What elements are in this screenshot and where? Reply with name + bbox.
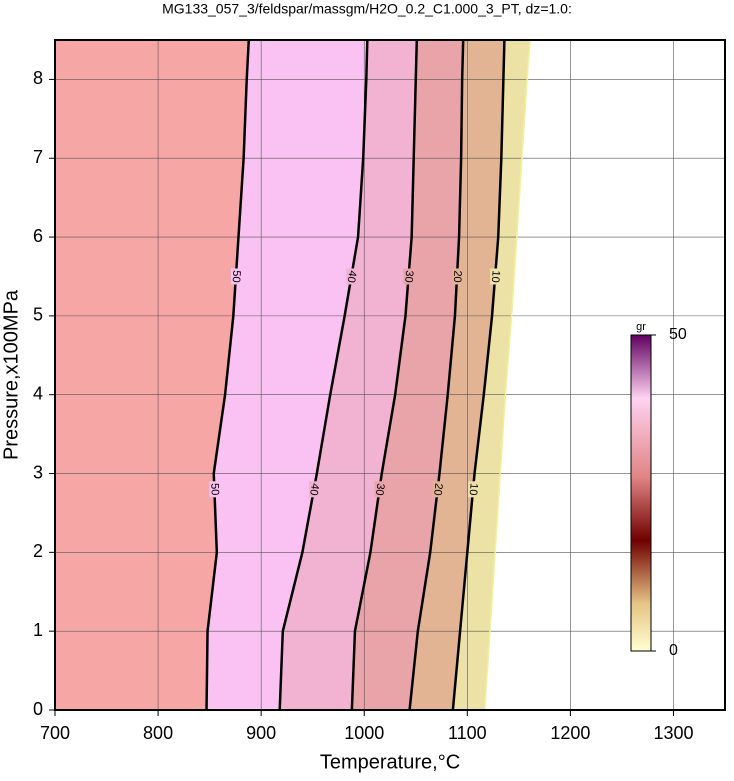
fills [55, 40, 531, 710]
y-tick-label: 0 [33, 699, 43, 719]
contour-label: 10 [467, 483, 480, 496]
x-tick-label: 1300 [653, 723, 693, 743]
colorbar [630, 334, 652, 652]
y-tick-label: 2 [33, 541, 43, 561]
x-tick-label: 800 [143, 723, 173, 743]
band-fill [452, 40, 531, 710]
region-fill [55, 40, 249, 710]
x-tick-label: 900 [246, 723, 276, 743]
contour-label-bg [403, 268, 414, 285]
contour-label: 20 [451, 270, 464, 283]
contour-label-bg [374, 481, 385, 498]
plot-frame [54, 39, 726, 711]
y-tick-label: 1 [33, 620, 43, 640]
contour-line [451, 40, 506, 710]
y-tick-label: 7 [33, 147, 43, 167]
contour-label: 50 [208, 483, 220, 496]
contour-label: 20 [431, 483, 444, 497]
contour-line [484, 40, 531, 710]
contour-label-bg [209, 481, 220, 498]
x-tick-label: 1100 [448, 723, 487, 743]
y-tick-label: 8 [33, 68, 43, 88]
contour-label-bg [432, 481, 443, 498]
y-tick-label: 5 [33, 305, 43, 325]
contour-label-bg [230, 268, 241, 285]
contour-label: 10 [489, 270, 502, 283]
contour-label-bg [452, 268, 462, 285]
contour-label-bg [468, 481, 479, 498]
chart-title: MG133_057_3/feldspar/massgm/H2O_0.2_C1.0… [162, 1, 572, 17]
contour-line [350, 40, 419, 710]
colorbar-tick-label: 0 [669, 642, 678, 659]
band-fill [279, 40, 417, 710]
contour-label-bg [490, 268, 501, 285]
x-tick-label: 700 [40, 723, 70, 743]
contour-label: 40 [307, 482, 321, 496]
contours: 50 50 40 40 30 30 20 20 10 10 [205, 40, 531, 710]
contour-label-bg [308, 481, 319, 498]
contour-line [278, 40, 369, 710]
band-fill [206, 40, 368, 710]
colorbar-title: gr [636, 321, 646, 333]
y-tick-label: 4 [33, 383, 43, 403]
contour-label-bg [346, 268, 357, 285]
x-tick-label: 1000 [344, 723, 384, 743]
y-tick-label: 3 [33, 462, 43, 482]
contour-line [205, 40, 251, 710]
contour-line [408, 40, 465, 710]
contour-label: 30 [373, 482, 387, 496]
band-fill [409, 40, 505, 710]
y-axis-title: Pressure,x100MPa [0, 289, 22, 460]
colorbar-tick-label: 50 [669, 326, 687, 343]
x-axis-title: Temperature,°C [320, 751, 460, 773]
y-tick-label: 6 [33, 226, 43, 246]
contour-label: 30 [402, 270, 415, 283]
band-fill [351, 40, 464, 710]
contour-label: 40 [344, 269, 358, 283]
contour-label: 50 [230, 270, 243, 283]
x-tick-label: 1200 [550, 723, 590, 743]
